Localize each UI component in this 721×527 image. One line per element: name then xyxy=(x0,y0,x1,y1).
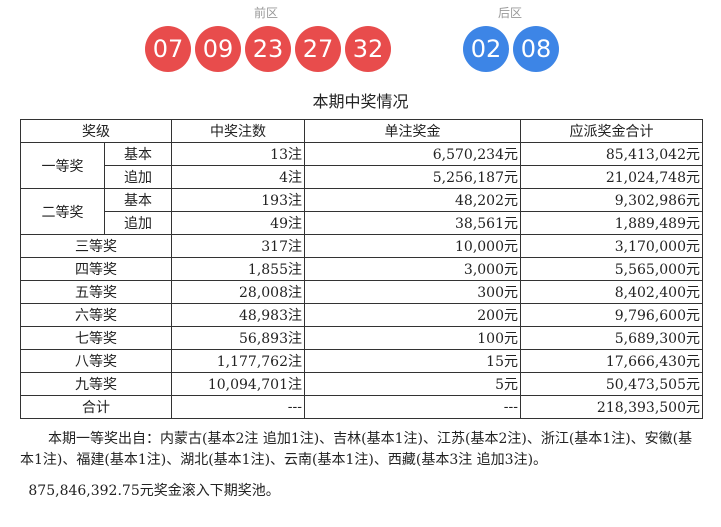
sub-level-cell: 基本 xyxy=(104,188,172,212)
back-ball: 02 xyxy=(463,26,509,72)
total-prize-cell: 9,302,986元 xyxy=(520,188,703,212)
total-prize-cell: 3,170,000元 xyxy=(520,234,703,258)
count-cell: 1,177,762注 xyxy=(171,349,305,373)
level-cell: 八等奖 xyxy=(20,349,172,373)
notes: 本期一等奖出自：内蒙古(基本2注 追加1注)、吉林(基本1注)、江苏(基本2注)… xyxy=(20,429,704,502)
unit-prize-cell: 38,561元 xyxy=(304,211,521,235)
level-cell: 三等奖 xyxy=(20,234,172,258)
level-cell: 七等奖 xyxy=(20,326,172,350)
level-cell: 二等奖 xyxy=(20,188,105,235)
prize-table: 奖级 中奖注数 单注奖金 应派奖金合计 一等奖 基本 13注 6,570,234… xyxy=(20,119,703,419)
count-cell: 10,094,701注 xyxy=(171,372,305,396)
unit-prize-cell: 48,202元 xyxy=(304,188,521,212)
back-ball: 08 xyxy=(513,26,559,72)
total-prize-cell: 17,666,430元 xyxy=(520,349,703,373)
table-row: 七等奖 56,893注 100元 5,689,300元 xyxy=(20,326,703,350)
table-row: 六等奖 48,983注 200元 9,796,600元 xyxy=(20,303,703,327)
table-row: 追加 4注 5,256,187元 21,024,748元 xyxy=(21,165,703,189)
sub-level-cell: 追加 xyxy=(104,165,172,189)
front-ball: 07 xyxy=(145,26,191,72)
table-row: 二等奖 基本 193注 48,202元 9,302,986元 xyxy=(20,188,703,235)
header-count: 中奖注数 xyxy=(171,119,305,143)
count-cell: 13注 xyxy=(171,142,305,166)
total-prize-cell: 50,473,505元 xyxy=(520,372,703,396)
count-cell: --- xyxy=(171,395,305,419)
front-ball: 09 xyxy=(195,26,241,72)
table-title: 本期中奖情况 xyxy=(312,92,409,111)
sub-level-cell: 追加 xyxy=(104,211,172,235)
unit-prize-cell: 3,000元 xyxy=(304,257,521,281)
unit-prize-cell: 10,000元 xyxy=(304,234,521,258)
count-cell: 4注 xyxy=(171,165,305,189)
level-cell: 六等奖 xyxy=(20,303,172,327)
rollover-text: 875,846,392.75元奖金滚入下期奖池。 xyxy=(28,483,280,499)
table-row: 五等奖 28,008注 300元 8,402,400元 xyxy=(20,280,703,304)
unit-prize-cell: --- xyxy=(304,395,521,419)
level-cell: 九等奖 xyxy=(20,372,172,396)
front-ball: 23 xyxy=(245,26,291,72)
count-cell: 1,855注 xyxy=(171,257,305,281)
front-ball: 32 xyxy=(345,26,391,72)
first-prize-origin-text: 本期一等奖出自：内蒙古(基本2注 追加1注)、吉林(基本1注)、江苏(基本2注)… xyxy=(20,431,693,468)
count-cell: 48,983注 xyxy=(171,303,305,327)
front-ball: 27 xyxy=(295,26,341,72)
table-row: 四等奖 1,855注 3,000元 5,565,000元 xyxy=(20,257,703,281)
level-cell: 合计 xyxy=(20,395,172,419)
front-zone-label: 前区 xyxy=(253,6,278,20)
unit-prize-cell: 15元 xyxy=(304,349,521,373)
total-prize-cell: 85,413,042元 xyxy=(520,142,703,166)
unit-prize-cell: 5,256,187元 xyxy=(304,165,521,189)
table-total-row: 合计 --- --- 218,393,500元 xyxy=(20,395,703,419)
total-prize-cell: 8,402,400元 xyxy=(520,280,703,304)
total-prize-cell: 218,393,500元 xyxy=(520,395,703,419)
table-row: 一等奖 基本 13注 6,570,234元 85,413,042元 xyxy=(20,142,703,189)
level-cell: 五等奖 xyxy=(20,280,172,304)
header-unit-prize: 单注奖金 xyxy=(304,119,521,143)
back-zone-label: 后区 xyxy=(497,6,522,20)
header-level: 奖级 xyxy=(20,119,172,143)
unit-prize-cell: 100元 xyxy=(304,326,521,350)
count-cell: 28,008注 xyxy=(171,280,305,304)
count-cell: 317注 xyxy=(171,234,305,258)
total-prize-cell: 5,565,000元 xyxy=(520,257,703,281)
sub-level-cell: 基本 xyxy=(104,142,172,166)
count-cell: 193注 xyxy=(171,188,305,212)
table-header-row: 奖级 中奖注数 单注奖金 应派奖金合计 xyxy=(20,119,703,143)
table-row: 三等奖 317注 10,000元 3,170,000元 xyxy=(20,234,703,258)
unit-prize-cell: 5元 xyxy=(304,372,521,396)
unit-prize-cell: 200元 xyxy=(304,303,521,327)
level-cell: 一等奖 xyxy=(20,142,105,189)
count-cell: 56,893注 xyxy=(171,326,305,350)
total-prize-cell: 1,889,489元 xyxy=(520,211,703,235)
unit-prize-cell: 6,570,234元 xyxy=(304,142,521,166)
table-row: 八等奖 1,177,762注 15元 17,666,430元 xyxy=(20,349,703,373)
count-cell: 49注 xyxy=(171,211,305,235)
total-prize-cell: 9,796,600元 xyxy=(520,303,703,327)
total-prize-cell: 21,024,748元 xyxy=(520,165,703,189)
header-total-prize: 应派奖金合计 xyxy=(520,119,703,143)
level-cell: 四等奖 xyxy=(20,257,172,281)
total-prize-cell: 5,689,300元 xyxy=(520,326,703,350)
unit-prize-cell: 300元 xyxy=(304,280,521,304)
table-row: 九等奖 10,094,701注 5元 50,473,505元 xyxy=(20,372,703,396)
table-row: 追加 49注 38,561元 1,889,489元 xyxy=(21,211,703,235)
